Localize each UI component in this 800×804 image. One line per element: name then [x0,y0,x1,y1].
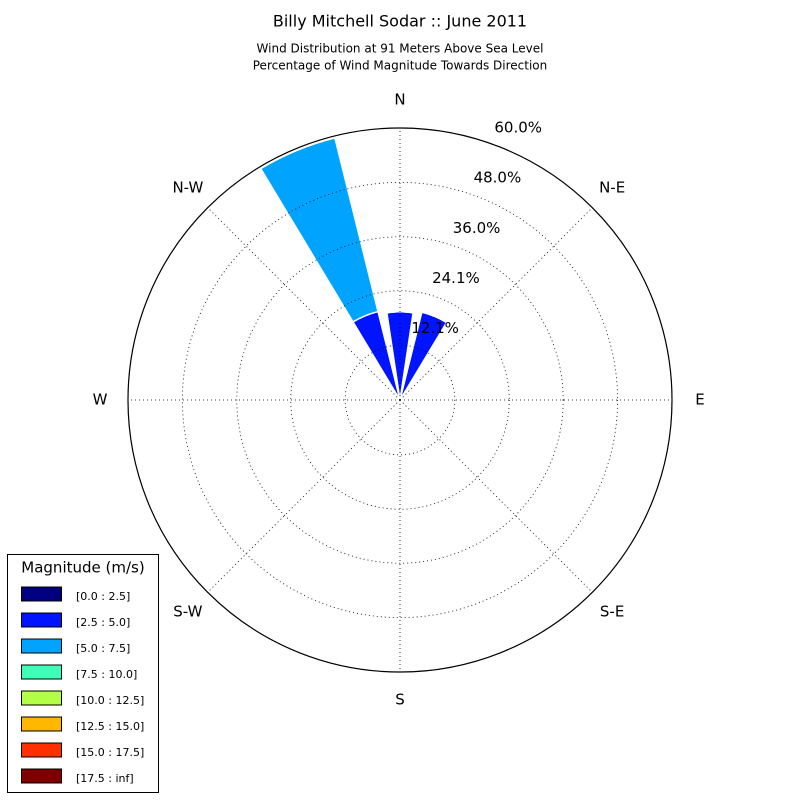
grid-circle [236,236,564,564]
spoke [399,399,593,593]
r-tick-label: 48.0% [474,169,522,187]
legend: Magnitude (m/s) [0.0 : 2.5] [2.5 : 5.0] [5.… [7,554,159,793]
direction-label: E [695,391,704,409]
legend-label: [5.0 : 7.5] [76,642,130,655]
legend-swatch [21,716,62,732]
legend-swatch [21,768,62,784]
chart-title: Billy Mitchell Sodar :: June 2011 [273,12,527,31]
wedge [259,136,379,323]
legend-swatch [21,586,62,602]
legend-label: [17.5 : inf] [76,772,134,785]
direction-label: W [93,391,108,409]
legend-label: [0.0 : 2.5] [76,590,130,603]
r-tick-label: 36.0% [453,219,501,237]
legend-label: [12.5 : 15.0] [76,720,144,733]
direction-label: N [394,91,405,109]
spoke [207,399,401,593]
spoke [399,207,593,401]
direction-label: S-W [173,603,202,621]
spoke [207,207,401,401]
outer-circle [127,127,673,673]
direction-label: N-E [599,178,625,196]
legend-label: [7.5 : 10.0] [76,668,137,681]
legend-label: [10.0 : 12.5] [76,694,144,707]
grid-circle [181,181,619,619]
legend-swatch [21,690,62,706]
direction-label: S [395,691,405,709]
r-tick-label: 60.0% [494,118,542,136]
legend-label: [15.0 : 17.5] [76,746,144,759]
chart-subtitle: Wind Distribution at 91 Meters Above Sea… [257,42,544,56]
legend-swatch [21,612,62,628]
legend-label: [2.5 : 5.0] [76,616,130,629]
direction-label: S-E [600,603,624,621]
legend-swatch [21,638,62,654]
legend-title: Magnitude (m/s) [21,559,144,577]
legend-swatch [21,742,62,758]
chart-subtitle: Percentage of Wind Magnitude Towards Dir… [253,59,547,73]
r-tick-label: 12.1% [411,319,459,337]
grid-circle [344,344,456,456]
direction-label: N-W [172,178,203,196]
legend-swatch [21,664,62,680]
r-tick-label: 24.1% [432,269,480,287]
